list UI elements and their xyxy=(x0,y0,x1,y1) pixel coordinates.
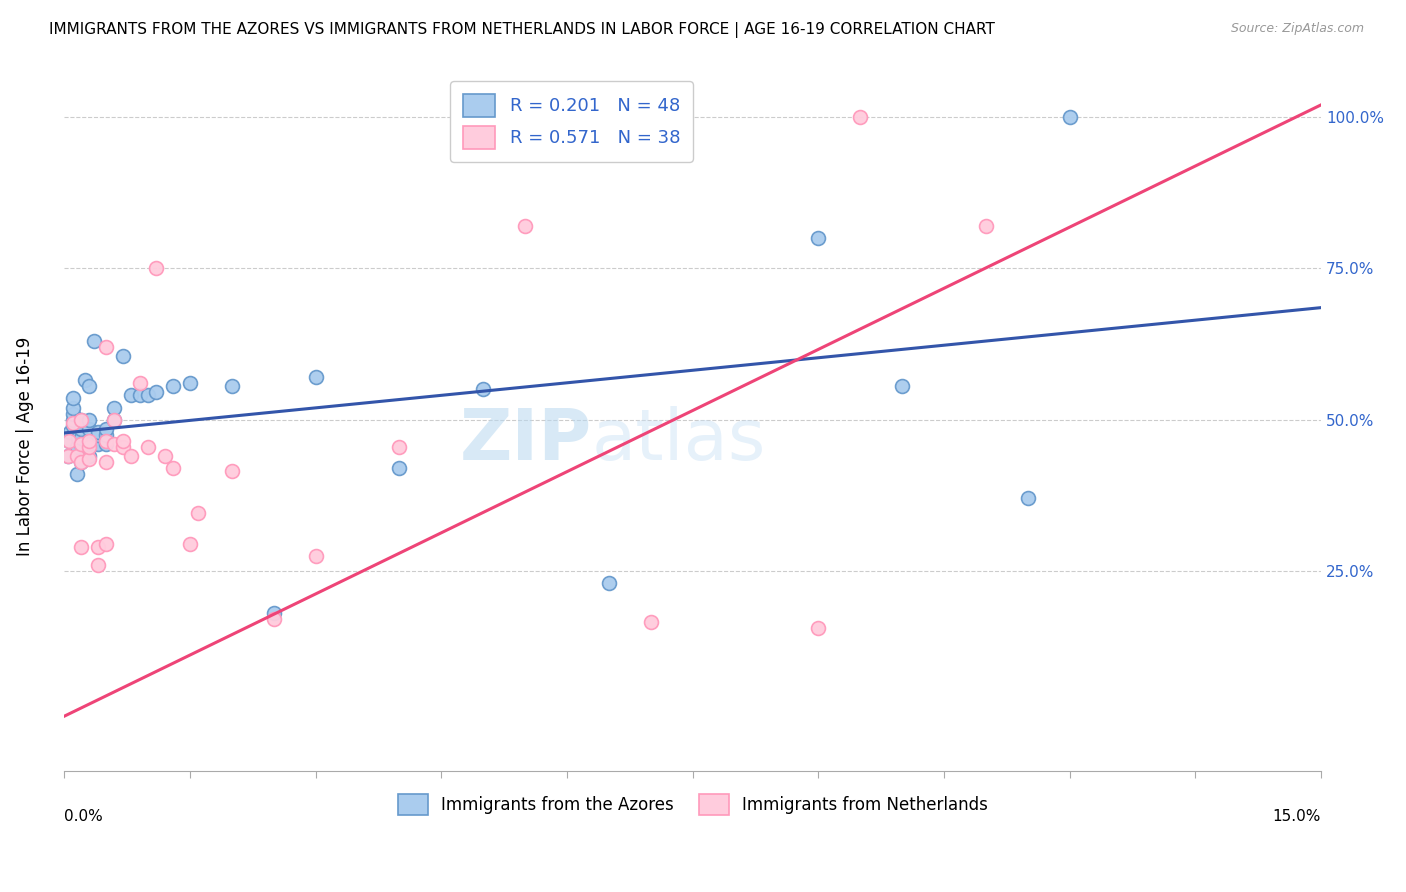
Point xyxy=(304,370,326,384)
Point xyxy=(62,412,84,426)
Point xyxy=(640,615,662,630)
Point xyxy=(153,449,176,463)
Point xyxy=(62,418,84,433)
Text: Source: ZipAtlas.com: Source: ZipAtlas.com xyxy=(1230,22,1364,36)
Point xyxy=(807,231,830,245)
Point xyxy=(221,464,243,478)
Point xyxy=(58,434,80,448)
Point xyxy=(70,412,93,426)
Text: 15.0%: 15.0% xyxy=(1272,809,1322,824)
Point xyxy=(66,449,89,463)
Text: ZIP: ZIP xyxy=(460,406,592,475)
Text: 0.0%: 0.0% xyxy=(65,809,103,824)
Point xyxy=(62,392,84,406)
Point xyxy=(103,412,125,426)
Point xyxy=(128,388,150,402)
Point xyxy=(472,382,495,396)
Point xyxy=(103,437,125,451)
Point xyxy=(79,434,101,448)
Point xyxy=(974,219,997,233)
Point xyxy=(136,388,159,402)
Point xyxy=(388,461,411,475)
Point xyxy=(66,467,89,481)
Point xyxy=(128,376,150,391)
Text: atlas: atlas xyxy=(592,406,766,475)
Point xyxy=(79,412,101,426)
Point xyxy=(70,437,93,451)
Point xyxy=(79,422,101,436)
Point xyxy=(162,461,184,475)
Point xyxy=(304,549,326,563)
Point xyxy=(1059,110,1081,124)
Point xyxy=(849,110,872,124)
Point xyxy=(598,576,620,591)
Point xyxy=(162,379,184,393)
Point xyxy=(94,427,117,442)
Point xyxy=(120,449,142,463)
Text: IMMIGRANTS FROM THE AZORES VS IMMIGRANTS FROM NETHERLANDS IN LABOR FORCE | AGE 1: IMMIGRANTS FROM THE AZORES VS IMMIGRANTS… xyxy=(49,22,995,38)
Point xyxy=(79,437,101,451)
Point xyxy=(70,431,93,445)
Point xyxy=(62,416,84,430)
Point xyxy=(136,440,159,454)
Point xyxy=(62,401,84,415)
Point xyxy=(94,422,117,436)
Point xyxy=(70,455,93,469)
Point xyxy=(59,425,82,439)
Point xyxy=(891,379,914,393)
Point xyxy=(221,379,243,393)
Point xyxy=(58,449,80,463)
Point xyxy=(388,440,411,454)
Point xyxy=(87,558,110,572)
Point xyxy=(66,440,89,454)
Point xyxy=(111,349,134,363)
Point xyxy=(94,340,117,354)
Point xyxy=(79,449,101,463)
Point xyxy=(94,455,117,469)
Point xyxy=(94,437,117,451)
Point xyxy=(263,612,285,626)
Point xyxy=(87,540,110,554)
Point xyxy=(87,425,110,439)
Point xyxy=(70,437,93,451)
Point xyxy=(94,434,117,448)
Point xyxy=(187,507,209,521)
Point xyxy=(103,401,125,415)
Point xyxy=(67,431,90,445)
Point xyxy=(111,440,134,454)
Point xyxy=(87,437,110,451)
Legend: Immigrants from the Azores, Immigrants from Netherlands: Immigrants from the Azores, Immigrants f… xyxy=(391,788,994,822)
Point xyxy=(179,376,201,391)
Point xyxy=(87,427,110,442)
Point xyxy=(111,434,134,448)
Point xyxy=(1017,491,1039,506)
Point xyxy=(56,449,79,463)
Text: In Labor Force | Age 16-19: In Labor Force | Age 16-19 xyxy=(17,336,34,556)
Point xyxy=(103,412,125,426)
Point xyxy=(62,407,84,421)
Point xyxy=(70,540,93,554)
Point xyxy=(79,379,101,393)
Point xyxy=(94,537,117,551)
Point xyxy=(120,388,142,402)
Point xyxy=(513,219,536,233)
Point xyxy=(79,452,101,467)
Point xyxy=(179,537,201,551)
Point xyxy=(70,412,93,426)
Point xyxy=(263,607,285,621)
Point xyxy=(83,334,105,348)
Point xyxy=(807,622,830,636)
Point xyxy=(70,422,93,436)
Point xyxy=(58,434,80,448)
Point xyxy=(79,440,101,454)
Point xyxy=(75,373,97,387)
Point xyxy=(70,455,93,469)
Point xyxy=(145,261,167,276)
Point xyxy=(145,385,167,400)
